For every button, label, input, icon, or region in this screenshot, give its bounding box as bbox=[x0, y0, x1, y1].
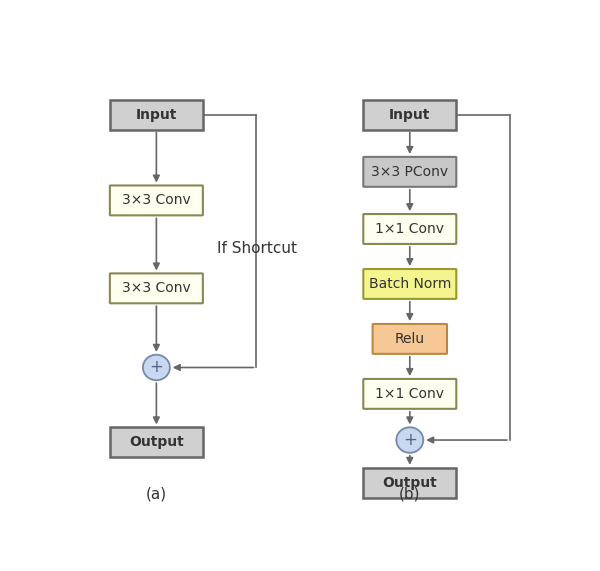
FancyBboxPatch shape bbox=[110, 186, 203, 215]
Text: 3×3 Conv: 3×3 Conv bbox=[122, 194, 191, 207]
Text: Output: Output bbox=[382, 476, 437, 490]
Text: 1×1 Conv: 1×1 Conv bbox=[376, 387, 444, 401]
Ellipse shape bbox=[143, 355, 170, 380]
Text: (a): (a) bbox=[146, 486, 167, 501]
FancyBboxPatch shape bbox=[364, 214, 457, 244]
FancyBboxPatch shape bbox=[110, 100, 203, 130]
FancyBboxPatch shape bbox=[110, 274, 203, 303]
Text: Input: Input bbox=[136, 108, 177, 122]
FancyBboxPatch shape bbox=[373, 324, 447, 354]
Text: Relu: Relu bbox=[395, 332, 425, 346]
FancyBboxPatch shape bbox=[364, 468, 457, 498]
Text: (b): (b) bbox=[399, 486, 421, 501]
FancyBboxPatch shape bbox=[364, 100, 457, 130]
FancyBboxPatch shape bbox=[364, 157, 457, 187]
Text: 3×3 Conv: 3×3 Conv bbox=[122, 282, 191, 295]
Text: +: + bbox=[403, 431, 417, 449]
Text: Input: Input bbox=[389, 108, 430, 122]
Text: Output: Output bbox=[129, 435, 184, 449]
FancyBboxPatch shape bbox=[110, 427, 203, 457]
Text: 3×3 PConv: 3×3 PConv bbox=[371, 165, 448, 179]
FancyBboxPatch shape bbox=[364, 269, 457, 299]
Text: If Shortcut: If Shortcut bbox=[217, 242, 297, 256]
Text: Batch Norm: Batch Norm bbox=[368, 277, 451, 291]
Text: 1×1 Conv: 1×1 Conv bbox=[376, 222, 444, 236]
Ellipse shape bbox=[397, 427, 423, 453]
FancyBboxPatch shape bbox=[364, 379, 457, 409]
Text: +: + bbox=[149, 359, 163, 376]
